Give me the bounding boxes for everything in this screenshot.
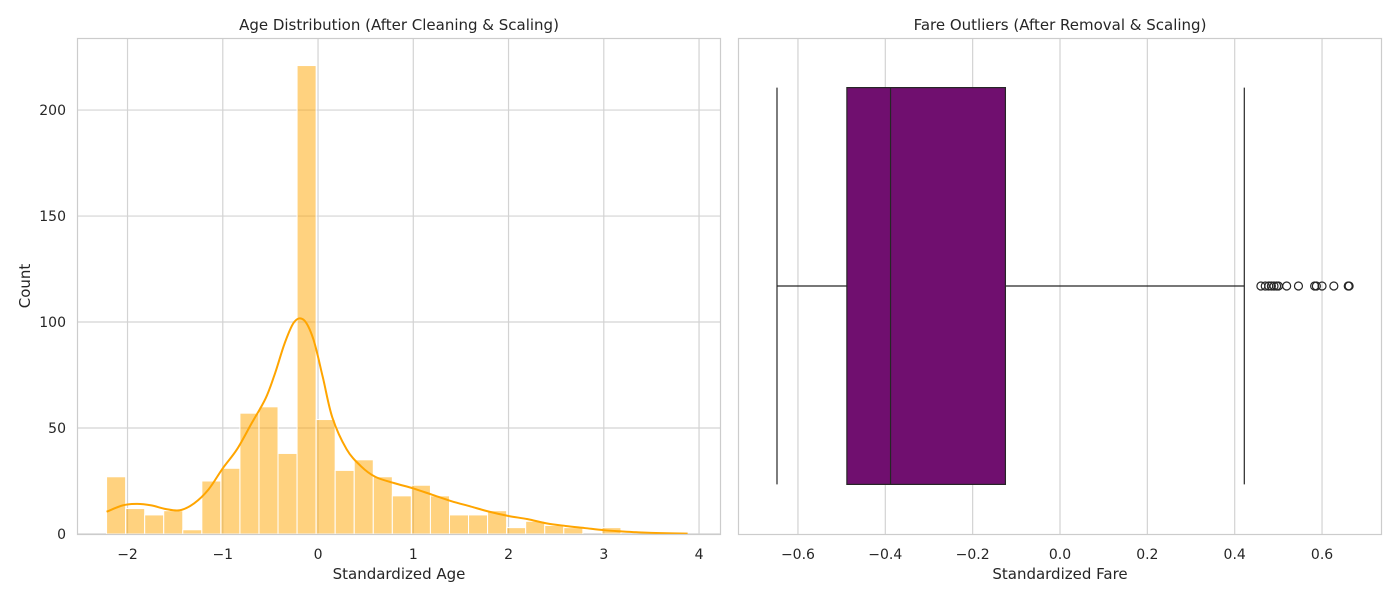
histogram-bar [372,476,393,535]
histogram-bar [315,419,336,535]
fare-x-tick-label: 0.6 [1311,547,1333,563]
age-y-tick-labels: 0 50 100 150 200 [39,103,66,543]
kde-line [106,317,688,535]
histogram-bar [220,467,241,535]
outlier-point [1260,281,1270,291]
age-x-tick-label: 3 [599,547,608,563]
age-histogram-frame [76,37,722,536]
age-chart-title: Age Distribution (After Cleaning & Scali… [239,16,559,34]
histogram-bar [353,459,374,535]
histogram-bar [163,510,184,535]
age-y-tick-label: 200 [39,103,66,119]
histogram-bar [182,529,203,535]
age-x-tick-label: 2 [504,547,513,563]
histogram-bar [544,525,565,535]
outlier-point [1344,281,1354,291]
outlier-point [1329,281,1339,291]
outlier-point [1269,281,1279,291]
histogram-bar [125,508,146,535]
age-histogram-panel: −2 −1 0 1 2 3 4 0 50 100 150 200 Age Distribution … [16,16,722,583]
outlier-point [1317,281,1327,291]
outlier-point [1293,281,1304,291]
fare-x-tick-label: −0.4 [868,547,902,563]
age-histogram-grid [78,38,720,535]
histogram-bar [144,514,165,535]
iqr-box [846,86,1007,485]
histogram-bar [334,469,355,535]
age-x-tick-label: −1 [212,547,233,563]
age-x-axis-label: Standardized Age [333,565,466,583]
age-x-tick-label: 0 [314,547,323,563]
fare-x-tick-label: −0.2 [956,547,990,563]
fare-boxplot-frame [737,37,1383,536]
histogram-bar [468,514,489,535]
age-y-tick-label: 150 [39,209,66,225]
fare-x-tick-labels: −0.6 −0.4 −0.2 0.0 0.2 0.4 0.6 [781,547,1333,563]
age-x-tick-label: 4 [695,547,704,563]
fare-boxplot-layer [776,86,1354,485]
fare-x-tick-label: 0.2 [1136,547,1158,563]
age-histogram-bars [106,65,622,535]
fare-x-tick-label: 0.4 [1224,547,1246,563]
age-y-tick-label: 50 [48,421,66,437]
histogram-bar [201,480,222,535]
histogram-bar [448,514,470,535]
fare-boxplot-panel: −0.6 −0.4 −0.2 0.0 0.2 0.4 0.6 Fare Outliers (… [737,16,1383,583]
outlier-point [1311,281,1321,291]
fare-x-tick-label: −0.6 [781,547,815,563]
fare-x-axis-label: Standardized Fare [992,565,1127,583]
histogram-bar [429,495,450,535]
fare-x-tick-label: 0.0 [1049,547,1071,563]
outlier-point [1282,281,1292,291]
outlier-point [1266,281,1276,291]
histogram-bar [296,65,317,535]
fare-chart-title: Fare Outliers (After Removal & Scaling) [914,16,1207,34]
age-y-axis-label: Count [16,264,34,309]
age-x-tick-labels: −2 −1 0 1 2 3 4 [117,547,703,563]
age-kde-layer [106,317,688,535]
histogram-bar [563,527,584,535]
histogram-bar [258,406,279,535]
histogram-bar [506,527,527,535]
histogram-bar [391,495,412,535]
histogram-bar [239,412,260,535]
age-y-tick-label: 100 [39,315,66,331]
age-x-tick-label: −2 [117,547,138,563]
age-y-tick-label: 0 [57,527,66,543]
age-x-tick-label: 1 [409,547,418,563]
histogram-bar [277,452,298,535]
